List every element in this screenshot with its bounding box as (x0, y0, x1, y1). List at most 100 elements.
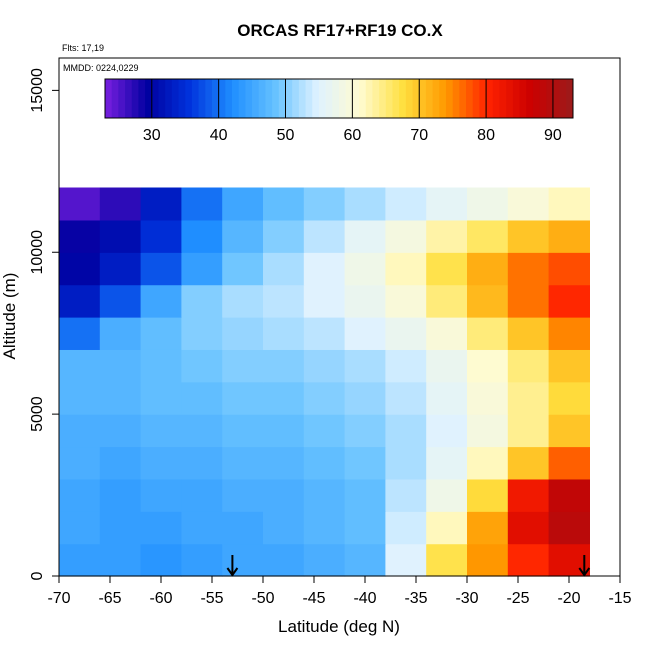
heatmap-cell (222, 511, 264, 545)
heatmap-cell (507, 414, 550, 448)
heatmap-cell (426, 219, 468, 253)
heatmap-cell (59, 511, 101, 545)
heatmap-cell (303, 446, 346, 480)
heatmap-cell (303, 317, 346, 350)
heatmap-cell (344, 187, 386, 221)
x-axis-title: Latitude (deg N) (278, 617, 400, 636)
colorbar-frame (104, 78, 574, 119)
heatmap-cell (426, 478, 468, 512)
heatmap-cell (263, 511, 305, 545)
heatmap-cell (59, 252, 101, 286)
heatmap-cell (303, 349, 346, 383)
heatmap-cell (140, 219, 182, 253)
heatmap-cell (344, 543, 386, 577)
colorbar-cell (165, 79, 173, 118)
colorbar-tick-label: 30 (143, 127, 161, 144)
heatmap-cell (263, 252, 305, 286)
x-tick-label: -25 (506, 590, 529, 607)
heatmap-cell (263, 284, 305, 318)
heatmap-cell (385, 219, 427, 253)
heatmap-cell (344, 511, 386, 545)
heatmap-cell (263, 317, 305, 350)
heatmap-cell (507, 317, 550, 350)
heatmap-cell (344, 349, 386, 383)
heatmap-cell (385, 478, 427, 512)
colorbar-cell (412, 79, 420, 118)
colorbar-cell (519, 79, 527, 118)
heatmap-cell (99, 478, 142, 512)
heatmap-cell (263, 349, 305, 383)
heatmap-cell (344, 317, 386, 350)
colorbar-cell (232, 79, 240, 118)
heatmap-cell (59, 381, 101, 415)
y-axis: 0 5000 10000 15000 (29, 68, 60, 580)
colorbar-cell (318, 79, 327, 118)
colorbar-cell (532, 79, 541, 118)
colorbar-cell (205, 79, 213, 118)
heatmap-cell (507, 511, 550, 545)
flights-note: Flts: 17,19 (62, 43, 104, 53)
heatmap-cell (385, 284, 427, 318)
heatmap-cell (59, 187, 101, 221)
heatmap-cell (181, 284, 223, 318)
heatmap-cell (222, 381, 264, 415)
colorbar-cell (506, 79, 514, 118)
heatmap-cell (222, 478, 264, 512)
x-tick-label: -60 (149, 590, 172, 607)
heatmap-cell (263, 543, 305, 577)
colorbar-cell (512, 79, 521, 118)
colorbar-cell (245, 79, 253, 118)
heatmap-cell (99, 219, 142, 253)
colorbar-cell (125, 79, 133, 118)
heatmap-cell (140, 317, 182, 350)
heatmap-cell (467, 478, 509, 512)
heatmap-cell (467, 187, 509, 221)
heatmap-cell (303, 284, 346, 318)
heatmap-cell (181, 219, 223, 253)
colorbar-cell (111, 79, 119, 118)
colorbar-cell (566, 79, 574, 118)
heatmap-cell (548, 219, 590, 253)
heatmap-cell (426, 349, 468, 383)
heatmap-cell (385, 381, 427, 415)
heatmap-cell (303, 219, 346, 253)
y-tick-label: 10000 (29, 230, 46, 275)
heatmap-cell (99, 317, 142, 350)
profile-arrow-head (578, 567, 591, 577)
colorbar-cell (419, 79, 427, 118)
heatmap-cell (99, 446, 142, 480)
y-tick-label: 15000 (29, 68, 46, 113)
colorbar-cell (298, 79, 307, 118)
heatmap-cell (426, 446, 468, 480)
heatmap-cell (385, 252, 427, 286)
heatmap-cell (507, 252, 550, 286)
colorbar-cell (305, 79, 313, 118)
y-tick-label: 5000 (29, 396, 46, 432)
profile-arrow-head (226, 567, 239, 577)
heatmap-cell (222, 543, 264, 577)
heatmap-cell (140, 381, 182, 415)
heatmap-cell (303, 187, 346, 221)
colorbar-cell (492, 79, 500, 118)
heatmap-cell (303, 381, 346, 415)
heatmap-cell (344, 284, 386, 318)
colorbar-cells (105, 79, 574, 118)
heatmap-cell (140, 349, 182, 383)
heatmap-cell (548, 511, 590, 545)
colorbar-cell (352, 79, 360, 118)
heatmap-cell (344, 478, 386, 512)
colorbar-cell (185, 79, 193, 118)
colorbar-cell (372, 79, 380, 118)
colorbar-cell (392, 79, 400, 118)
colorbar-tick-label: 40 (210, 127, 228, 144)
colorbar-tick-label: 50 (277, 127, 295, 144)
heatmap-cell (426, 414, 468, 448)
heatmap-cell (263, 381, 305, 415)
colorbar-tick-label: 60 (343, 127, 361, 144)
heatmap-cell (263, 478, 305, 512)
heatmap-cell (385, 446, 427, 480)
heatmap-cell (548, 543, 590, 577)
heatmap-cell (181, 478, 223, 512)
heatmap-cell (99, 511, 142, 545)
colorbar-cell (158, 79, 166, 118)
